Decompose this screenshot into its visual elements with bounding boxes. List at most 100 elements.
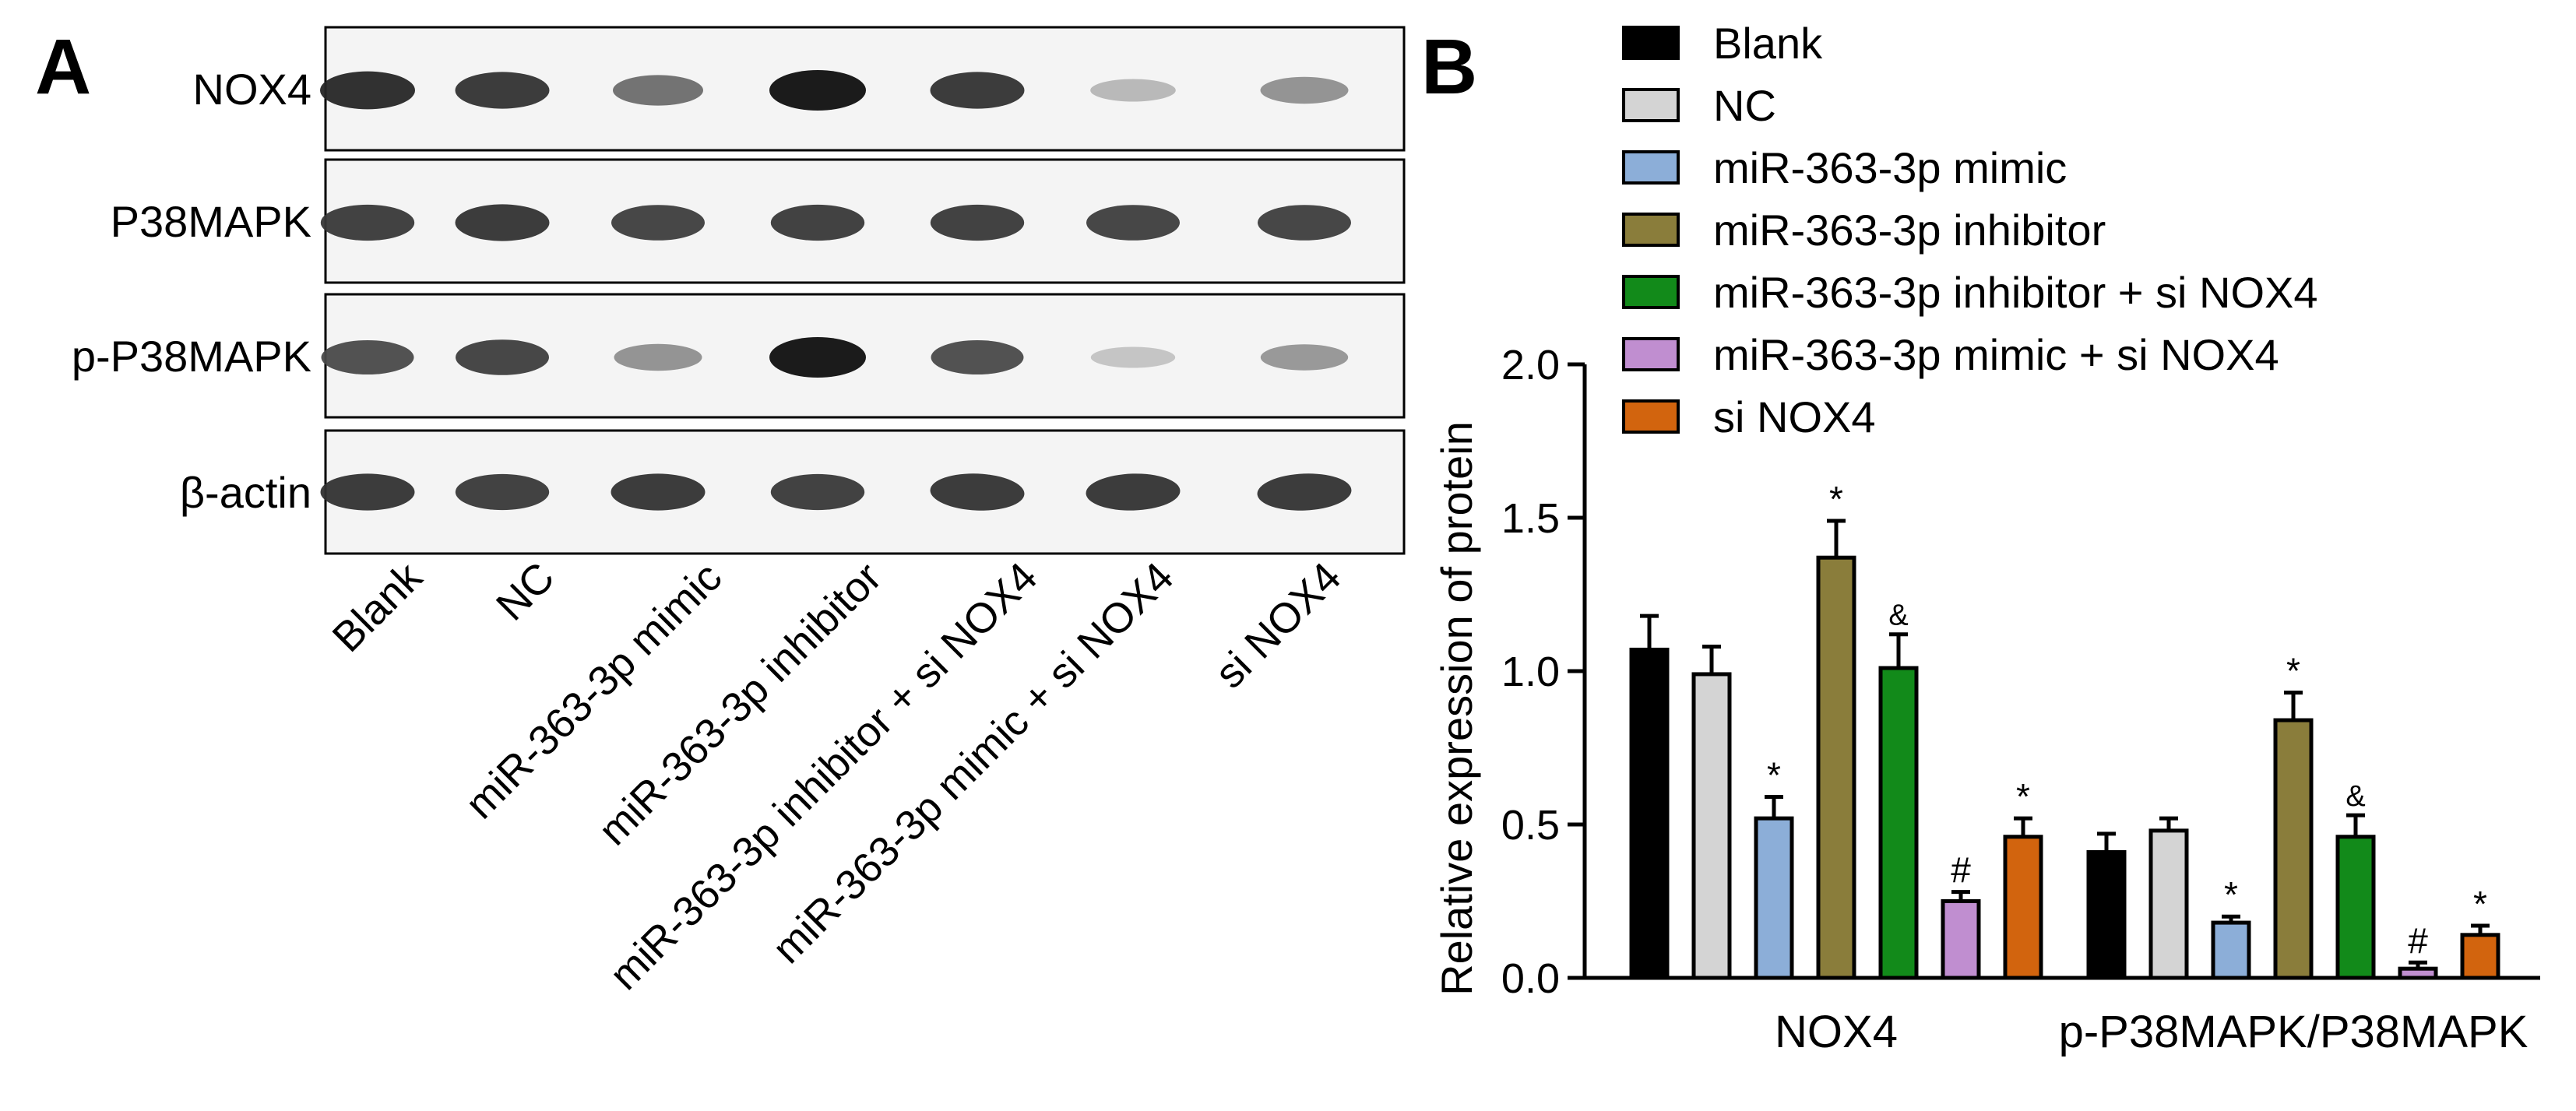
panel-a-western-blot: A NOX4 P38MAPK p-P38MAPK β-actin Blank NC miR… xyxy=(35,23,1406,999)
bar xyxy=(1878,666,1919,980)
legend-swatch xyxy=(1622,150,1680,185)
legend-label: NC xyxy=(1713,81,1776,130)
legend-label: miR-363-3p inhibitor + si NOX4 xyxy=(1713,268,2318,317)
significance-mark: # xyxy=(1951,850,1971,891)
bar xyxy=(2003,835,2043,980)
blot-band xyxy=(320,204,415,241)
blot-band xyxy=(770,473,865,511)
panel-a-letter: A xyxy=(35,23,91,111)
lane-label: Blank xyxy=(324,553,432,661)
blot-row-label: P38MAPK xyxy=(111,197,311,246)
legend-entry: miR-363-3p mimic + si NOX4 xyxy=(1622,330,2279,379)
blot-band xyxy=(456,339,549,375)
significance-mark: * xyxy=(1767,755,1781,796)
legend-entry: si NOX4 xyxy=(1622,392,1876,441)
y-tick-label: 2.0 xyxy=(1501,342,1560,388)
significance-mark: & xyxy=(1888,599,1908,632)
legend-swatch xyxy=(1622,213,1680,247)
blot-band xyxy=(769,337,866,378)
blot-band xyxy=(931,340,1024,374)
blot-band xyxy=(320,473,415,511)
blot-band xyxy=(455,204,550,241)
legend-label: miR-363-3p inhibitor xyxy=(1713,206,2106,255)
blot-row-label: β-actin xyxy=(180,468,311,517)
blot-band xyxy=(1257,473,1352,511)
bar xyxy=(2148,828,2189,980)
y-tick-label: 0.5 xyxy=(1501,802,1560,849)
blot-band xyxy=(1260,76,1349,104)
blot-band xyxy=(320,71,415,110)
blot-row-3: β-actin xyxy=(180,429,1406,555)
bar xyxy=(2335,835,2376,980)
y-tick-label: 1.0 xyxy=(1501,649,1560,695)
significance-mark: * xyxy=(2224,874,2238,915)
blot-band xyxy=(770,204,865,241)
blot-band xyxy=(614,343,702,371)
blot-band xyxy=(1090,346,1176,368)
blot-row-0: NOX4 xyxy=(193,26,1406,152)
lane-label: si NOX4 xyxy=(1206,554,1350,698)
bar xyxy=(1691,672,1732,980)
blot-rows: NOX4 P38MAPK p-P38MAPK β-actin xyxy=(72,26,1406,555)
bar xyxy=(1754,816,1794,980)
bar xyxy=(2273,718,2314,980)
blot-band xyxy=(930,204,1025,241)
x-category-label: p-P38MAPK/P38MAPK xyxy=(2059,1007,2528,1057)
significance-mark: # xyxy=(2408,920,2428,961)
legend-swatch xyxy=(1622,88,1680,122)
bar xyxy=(2460,933,2500,980)
y-tick-label: 0.0 xyxy=(1501,955,1560,1002)
blot-band xyxy=(321,340,414,374)
blot-band xyxy=(930,72,1025,109)
bar-group-0: * * & # * NOX4 xyxy=(1629,479,2043,1057)
legend-entry: Blank xyxy=(1622,19,1823,68)
blot-band xyxy=(455,72,550,109)
significance-mark: & xyxy=(2345,780,2365,813)
significance-mark: * xyxy=(2286,651,2300,691)
legend-label: si NOX4 xyxy=(1713,392,1876,441)
legend-swatch xyxy=(1622,26,1680,60)
chart-legend: Blank NC miR-363-3p mimic miR-363-3p inhibi… xyxy=(1622,19,2318,441)
bar xyxy=(2398,966,2438,980)
legend-label: miR-363-3p mimic xyxy=(1713,143,2067,192)
legend-swatch xyxy=(1622,399,1680,434)
panel-b-bar-chart: B Blank NC miR-363-3p mimic miR-363-3p inhi… xyxy=(1421,19,2540,1057)
y-axis-label: Relative expression of protein xyxy=(1432,421,1481,996)
y-tick-label: 1.5 xyxy=(1501,495,1560,542)
legend-label: Blank xyxy=(1713,19,1823,68)
legend-entry: miR-363-3p inhibitor + si NOX4 xyxy=(1622,268,2318,317)
blot-band xyxy=(1258,205,1351,241)
blot-row-1: P38MAPK xyxy=(111,158,1406,284)
chart-axes: 0.0 0.5 1.0 1.5 2.0 xyxy=(1501,342,2540,1002)
blot-band xyxy=(769,70,866,111)
blot-band xyxy=(1086,205,1180,241)
legend-entry: miR-363-3p inhibitor xyxy=(1622,206,2106,255)
blot-band xyxy=(611,205,705,241)
x-category-label: NOX4 xyxy=(1775,1007,1898,1057)
legend-entry: NC xyxy=(1622,81,1776,130)
legend-entry: miR-363-3p mimic xyxy=(1622,143,2067,192)
blot-band xyxy=(930,473,1025,511)
lane-label: miR-363-3p inhibitor xyxy=(589,554,890,854)
blot-row-2: p-P38MAPK xyxy=(72,293,1406,419)
blot-row-label: NOX4 xyxy=(193,65,312,114)
bar xyxy=(1941,899,1981,980)
significance-mark: * xyxy=(2473,884,2487,924)
blot-band xyxy=(1260,344,1349,371)
legend-swatch xyxy=(1622,275,1680,309)
bar xyxy=(1816,555,1856,980)
blot-band xyxy=(1090,79,1176,102)
significance-mark: * xyxy=(2016,776,2030,817)
significance-mark: * xyxy=(1829,479,1843,519)
bar-group-1: * * & # * p-P38MAPK/P38MAPK xyxy=(2059,651,2528,1057)
bar xyxy=(1629,647,1670,980)
bar xyxy=(2086,849,2127,980)
bar xyxy=(2211,920,2251,980)
blot-band xyxy=(611,473,706,511)
blot-band xyxy=(455,473,550,511)
chart-bars: * * & # * NOX4 * * & # * p-P38MAPK/P38MAPK xyxy=(1629,479,2528,1057)
blot-band xyxy=(1086,473,1181,511)
blot-row-label: p-P38MAPK xyxy=(72,332,311,381)
